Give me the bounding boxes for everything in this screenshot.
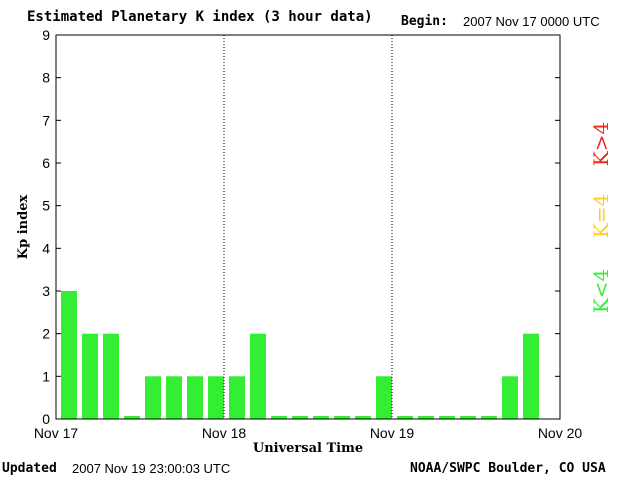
x-tick-label: Nov 20 — [538, 425, 583, 441]
y-tick-label: 6 — [42, 155, 50, 171]
updated-value: 2007 Nov 19 23:00:03 UTC — [72, 461, 231, 476]
legend: K<4 K=4 K>4 — [589, 122, 613, 313]
chart-title: Estimated Planetary K index (3 hour data… — [27, 9, 373, 25]
kp-bar — [229, 376, 245, 419]
kp-bar — [292, 416, 308, 419]
kp-bar — [481, 416, 497, 419]
y-tick-label: 5 — [42, 198, 50, 214]
legend-entry: K=4 — [589, 194, 613, 238]
kp-bar — [439, 416, 455, 419]
begin-value: 2007 Nov 17 0000 UTC — [463, 14, 600, 29]
y-tick-label: 1 — [42, 368, 50, 384]
y-axis-label: Kp index — [16, 195, 31, 260]
y-tick-label: 4 — [42, 240, 50, 256]
kp-bar — [460, 416, 476, 419]
kp-bar — [166, 376, 182, 419]
updated-label: Updated — [2, 461, 57, 476]
kp-bar — [271, 416, 287, 419]
kp-bar — [208, 376, 224, 419]
y-tick-label: 2 — [42, 326, 50, 342]
kp-bar — [82, 333, 98, 419]
x-ticks: Nov 17 Nov 18 Nov 19 Nov 20 — [34, 425, 583, 441]
x-tick-label: Nov 18 — [202, 425, 247, 441]
kp-bar — [187, 376, 203, 419]
kp-bar — [397, 416, 413, 419]
y-tick-label: 8 — [42, 70, 50, 86]
y-tick-label: 9 — [42, 27, 50, 43]
day-dividers — [223, 35, 393, 419]
y-tick-label: 0 — [42, 411, 50, 427]
kp-bar — [418, 416, 434, 419]
y-ticks: 0 1 2 3 4 5 6 7 8 9 — [42, 27, 560, 427]
credit-text: NOAA/SWPC Boulder, CO USA — [410, 461, 606, 476]
kp-bar — [61, 291, 77, 419]
legend-entry: K>4 — [589, 122, 613, 166]
kp-bar — [502, 376, 518, 419]
kp-bar — [376, 376, 392, 419]
plot-frame — [55, 34, 561, 420]
kp-bar — [124, 416, 140, 419]
kp-bar — [250, 333, 266, 419]
x-axis-label: Universal Time — [253, 441, 363, 456]
legend-entry: K<4 — [589, 269, 613, 313]
kp-bar — [334, 416, 350, 419]
x-tick-label: Nov 17 — [34, 425, 79, 441]
y-tick-label: 7 — [42, 112, 50, 128]
kp-bar — [103, 333, 119, 419]
kp-bar — [313, 416, 329, 419]
kp-bar — [145, 376, 161, 419]
bars-group — [61, 291, 539, 419]
y-tick-label: 3 — [42, 283, 50, 299]
kp-bar — [523, 333, 539, 419]
kp-bar — [355, 416, 371, 419]
begin-label: Begin: — [401, 14, 448, 29]
x-tick-label: Nov 19 — [370, 425, 415, 441]
